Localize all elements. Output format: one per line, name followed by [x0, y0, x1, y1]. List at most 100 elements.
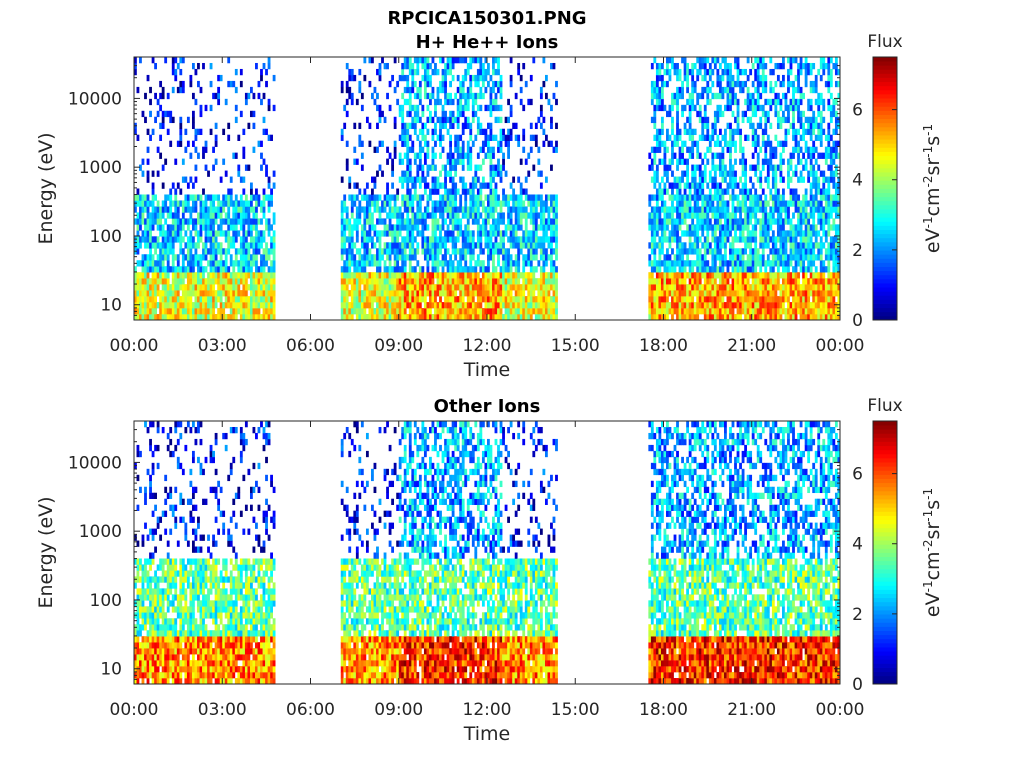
heatmap-cell: [343, 296, 347, 303]
heatmap-cell: [431, 92, 435, 100]
heatmap-cell: [663, 272, 667, 279]
heatmap-cell: [396, 98, 400, 106]
heatmap-cell: [429, 314, 432, 321]
heatmap-cell: [701, 218, 705, 225]
heatmap-cell: [544, 230, 548, 237]
heatmap-cell: [408, 302, 412, 309]
heatmap-cells: [134, 57, 841, 321]
heatmap-cell: [751, 92, 755, 100]
heatmap-cell: [724, 218, 727, 225]
heatmap-cell: [436, 188, 440, 195]
heatmap-cell: [141, 260, 145, 267]
heatmap-cell: [479, 212, 483, 219]
heatmap-cell: [144, 116, 147, 124]
heatmap-cell: [504, 194, 508, 201]
heatmap-cell: [514, 272, 518, 279]
heatmap-cell: [756, 206, 760, 213]
heatmap-cell: [547, 140, 551, 147]
heatmap-cell: [660, 260, 664, 267]
heatmap-cell: [411, 212, 415, 219]
heatmap-cell: [265, 80, 268, 88]
heatmap-cell: [214, 140, 218, 147]
heatmap-cell: [444, 242, 447, 249]
heatmap-cell: [676, 104, 679, 112]
heatmap-cell: [734, 230, 737, 237]
heatmap-cell: [449, 308, 452, 315]
heatmap-cell: [164, 272, 168, 279]
heatmap-cell: [154, 308, 157, 315]
heatmap-cell: [234, 200, 238, 207]
heatmap-cell: [229, 290, 233, 297]
heatmap-cell: [469, 62, 473, 70]
heatmap-cell: [365, 314, 369, 321]
heatmap-cell: [449, 314, 452, 321]
heatmap-cell: [355, 98, 359, 106]
heatmap-cell: [345, 278, 349, 285]
heatmap-cell: [471, 230, 475, 237]
heatmap-cell: [494, 98, 498, 106]
heatmap-cell: [489, 146, 493, 153]
heatmap-cell: [729, 92, 732, 100]
heatmap-cell: [358, 296, 362, 303]
heatmap-cell: [741, 260, 745, 267]
heatmap-cell: [416, 134, 420, 141]
heatmap-cell: [522, 302, 526, 309]
heatmap-cell: [219, 296, 223, 303]
heatmap-cell: [489, 236, 493, 243]
heatmap-cell: [393, 302, 397, 309]
heatmap-cell: [212, 194, 215, 201]
heatmap-cell: [418, 308, 422, 315]
heatmap-cell: [252, 284, 256, 291]
heatmap-cell: [469, 80, 473, 88]
heatmap-cell: [186, 194, 190, 201]
heatmap-cell: [449, 122, 452, 130]
heatmap-cell: [461, 152, 465, 159]
heatmap-cell: [439, 134, 442, 141]
heatmap-cell: [681, 194, 684, 201]
heatmap-cell: [529, 248, 533, 255]
heatmap-cell: [492, 308, 495, 315]
heatmap-cell: [534, 284, 538, 291]
heatmap-cell: [509, 212, 513, 219]
heatmap-cell: [711, 236, 715, 243]
heatmap-cell: [764, 212, 768, 219]
heatmap-cell: [708, 224, 712, 231]
heatmap-cell: [459, 80, 463, 88]
heatmap-cell: [469, 74, 473, 82]
heatmap-cell: [539, 254, 543, 261]
heatmap-cell: [681, 314, 684, 321]
heatmap-cell: [658, 224, 662, 231]
heatmap-cell: [260, 290, 263, 297]
heatmap-cell: [716, 194, 720, 201]
heatmap-cell: [497, 62, 500, 70]
heatmap-cell: [686, 200, 690, 207]
heatmap-cell: [179, 314, 183, 321]
heatmap-cell: [340, 302, 344, 309]
heatmap-cell: [186, 284, 190, 291]
heatmap-cell: [262, 284, 266, 291]
heatmap-cell: [446, 302, 450, 309]
heatmap-cell: [658, 266, 662, 273]
heatmap-cell: [358, 254, 362, 261]
heatmap-cell: [660, 74, 664, 82]
heatmap-cell: [691, 128, 695, 136]
heatmap-cell: [176, 266, 180, 273]
heatmap-cell: [454, 194, 458, 201]
heatmap-cell: [703, 272, 707, 279]
heatmap-cell: [713, 314, 717, 321]
heatmap-cell: [461, 242, 465, 249]
heatmap-cell: [532, 254, 536, 261]
heatmap-cell: [494, 278, 498, 285]
heatmap-cell: [650, 146, 654, 153]
heatmap-cell: [479, 284, 483, 291]
heatmap-cell: [421, 284, 425, 291]
heatmap-cell: [706, 68, 710, 76]
heatmap-cell: [340, 284, 344, 291]
heatmap-cell: [676, 92, 679, 100]
heatmap-cell: [398, 272, 402, 279]
heatmap-cell: [729, 314, 732, 321]
heatmap-cell: [363, 296, 367, 303]
heatmap-cell: [449, 284, 452, 291]
heatmap-cell: [360, 194, 364, 201]
heatmap-cell: [676, 218, 679, 225]
